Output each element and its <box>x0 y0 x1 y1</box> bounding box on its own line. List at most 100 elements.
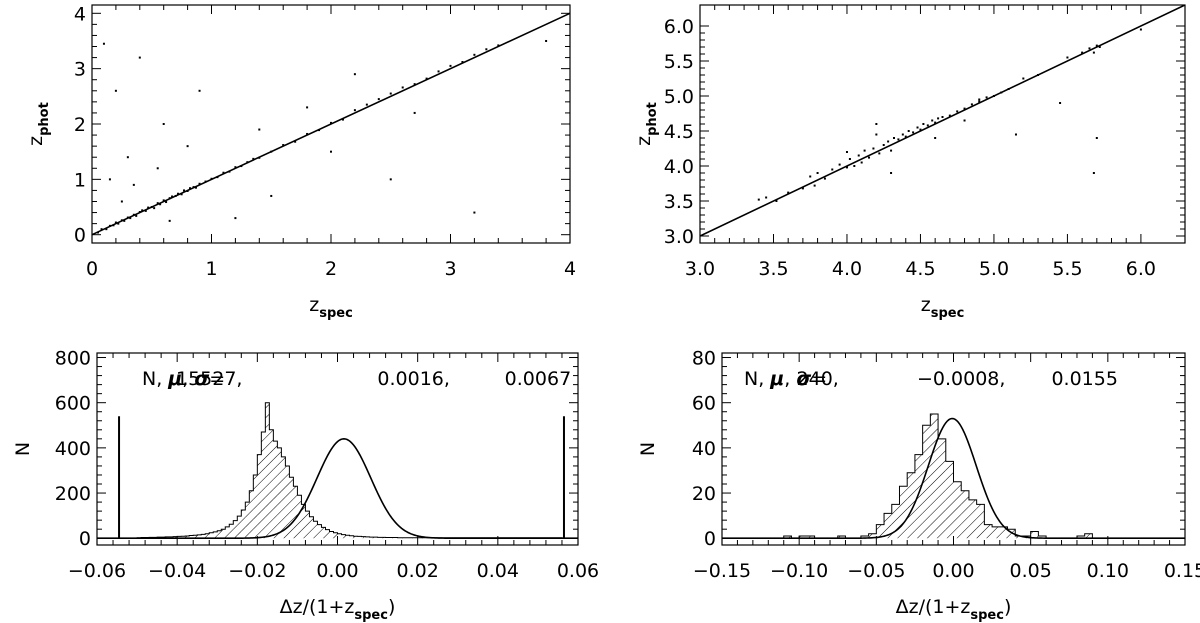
x-tick-label: 4.5 <box>905 258 935 280</box>
scatter-point <box>941 116 944 118</box>
histogram-bar <box>783 535 792 539</box>
histogram-bar <box>361 536 366 539</box>
x-tick-label: −0.05 <box>847 560 905 582</box>
x-axis-label: zspec <box>921 294 965 321</box>
scatter-point <box>1014 133 1017 136</box>
scatter-point <box>141 209 144 212</box>
histogram-bar <box>884 513 892 539</box>
scatter-point <box>188 187 191 190</box>
histogram-bar <box>337 533 342 539</box>
histogram-bar <box>365 536 370 539</box>
scatter-point <box>194 186 197 189</box>
scatter-point <box>963 119 966 122</box>
scatter-point <box>787 191 790 194</box>
scatter-point <box>978 98 981 101</box>
y-tick-label: 3.5 <box>664 191 694 213</box>
histogram-bar <box>353 536 358 539</box>
scatter-point <box>1022 77 1025 80</box>
scatter-point <box>926 124 929 127</box>
histogram-bar <box>197 534 202 539</box>
histogram-outline <box>783 413 1093 539</box>
histogram-bar <box>357 536 362 539</box>
histogram-bar <box>245 502 250 539</box>
histogram-bar <box>868 533 877 539</box>
scatter-point <box>306 106 309 109</box>
scatter-point <box>813 184 816 187</box>
scatter-point <box>937 117 940 120</box>
histogram-bar <box>968 499 977 539</box>
scatter-point <box>162 123 165 125</box>
histogram-bar <box>373 537 378 539</box>
scatter-point <box>129 217 132 220</box>
y-tick-label: 5.5 <box>664 51 694 73</box>
scatter-point <box>234 217 237 220</box>
histogram-bar <box>907 472 915 539</box>
y-tick-label: 6.0 <box>664 16 694 38</box>
plot-area <box>92 12 570 236</box>
scatter-point <box>222 171 225 174</box>
scatter-point <box>1095 44 1098 47</box>
histogram-bar <box>225 526 230 539</box>
scatter-point <box>159 203 162 206</box>
histogram-bar <box>333 532 338 539</box>
x-tick-label: 5.5 <box>1052 258 1082 280</box>
scatter-point <box>294 140 297 143</box>
scatter-point <box>545 39 548 42</box>
scatter-point <box>180 193 183 196</box>
y-tick-label: 400 <box>55 438 91 460</box>
histogram-bar <box>293 486 298 539</box>
histogram-bar <box>1030 531 1039 539</box>
scatter-point <box>449 64 452 67</box>
histogram-bar <box>984 524 993 539</box>
scatter-point <box>863 149 866 152</box>
histogram-bar <box>953 481 962 539</box>
scatter-point <box>775 200 778 202</box>
panel-bottom-right-histogram: N, μ, σ= 240, −0.0008, 0.0155 −0.15 −0.10 −0.… <box>637 348 1200 623</box>
scatter-point <box>922 123 925 125</box>
scatter-point <box>985 96 988 99</box>
histogram-bar <box>281 456 286 539</box>
scatter-point <box>823 177 826 180</box>
scatter-point <box>868 156 871 159</box>
scatter-point <box>1081 51 1084 54</box>
x-tick-label: −0.06 <box>68 560 126 582</box>
histogram-bar <box>217 530 222 539</box>
x-tick-label: 0.00 <box>932 560 974 582</box>
histogram-bar <box>945 461 954 539</box>
x-tick-label: 4.0 <box>832 258 862 280</box>
histogram-bar <box>181 536 186 539</box>
scatter-point <box>306 132 309 135</box>
scatter-point <box>497 44 500 47</box>
histogram-bar <box>1038 535 1047 539</box>
x-tick-label: −0.02 <box>228 560 286 582</box>
histogram-bar <box>345 535 350 539</box>
histogram-bar <box>938 438 946 539</box>
scatter-point <box>135 214 138 217</box>
scatter-point <box>1092 172 1095 174</box>
stats-annotation: N, μ, σ= <box>142 368 225 390</box>
histogram-bar <box>253 474 258 539</box>
y-tick-label: 80 <box>692 348 716 370</box>
x-tick-label: −0.10 <box>770 560 828 582</box>
y-tick-label: 3.0 <box>664 226 694 248</box>
histogram-bar <box>249 490 254 539</box>
scatter-point <box>956 110 959 113</box>
outlier-edge-bar <box>562 416 565 539</box>
histogram-bar <box>329 531 334 539</box>
histogram-bar <box>899 486 908 539</box>
scatter-point <box>153 207 156 210</box>
scatter-point <box>353 73 356 76</box>
scatter-point <box>473 211 476 214</box>
x-tick-label: −0.04 <box>148 560 206 582</box>
histogram-bar <box>1076 535 1085 539</box>
scatter-point <box>413 83 416 86</box>
histogram-bar <box>213 531 218 539</box>
histogram-bar <box>269 429 274 539</box>
scatter-point <box>330 121 332 124</box>
histogram-bar <box>999 526 1008 539</box>
scatter-point <box>144 209 147 212</box>
scatter-point <box>875 133 878 136</box>
scatter-point <box>183 189 186 192</box>
y-tick-label: 60 <box>692 393 716 415</box>
